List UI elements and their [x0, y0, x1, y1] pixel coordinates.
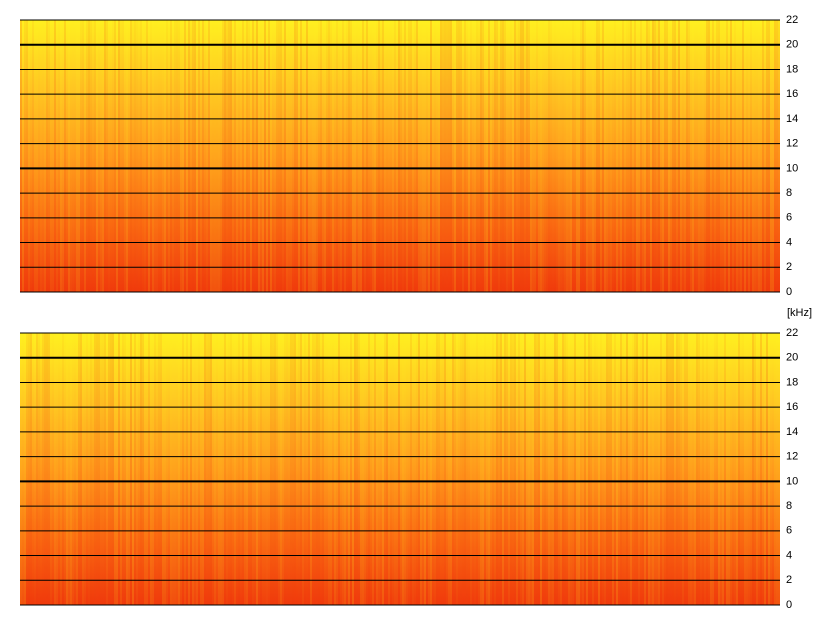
spectrogram-image [20, 20, 780, 292]
y-tick-label: 0 [786, 599, 792, 611]
y-tick-label: 18 [786, 63, 798, 75]
y-tick-label: 12 [786, 451, 798, 463]
spectrogram-image [20, 333, 780, 605]
y-tick-label: 20 [786, 39, 798, 51]
y-tick-label: 8 [786, 187, 792, 199]
y-tick-label: 4 [786, 549, 792, 561]
y-tick-label: 22 [786, 14, 798, 26]
y-tick-label: 18 [786, 376, 798, 388]
y-tick-label: 6 [786, 212, 792, 224]
spectrogram-texture [20, 20, 780, 292]
y-tick-label: 14 [786, 426, 798, 438]
y-tick-label: 4 [786, 236, 792, 248]
y-tick-label: 22 [786, 327, 798, 339]
y-tick-label: 0 [786, 286, 792, 298]
y-tick-label: 2 [786, 261, 792, 273]
y-tick-label: 12 [786, 138, 798, 150]
y-tick-label: 14 [786, 113, 798, 125]
y-axis-label: [kHz] [787, 307, 812, 319]
y-tick-label: 10 [786, 475, 798, 487]
y-tick-label: 10 [786, 162, 798, 174]
y-tick-label: 20 [786, 352, 798, 364]
y-tick-label: 2 [786, 574, 792, 586]
y-tick-label: 16 [786, 401, 798, 413]
y-tick-label: 8 [786, 500, 792, 512]
y-tick-label: 16 [786, 88, 798, 100]
spectrogram-texture [20, 333, 780, 605]
y-tick-label: 6 [786, 525, 792, 537]
